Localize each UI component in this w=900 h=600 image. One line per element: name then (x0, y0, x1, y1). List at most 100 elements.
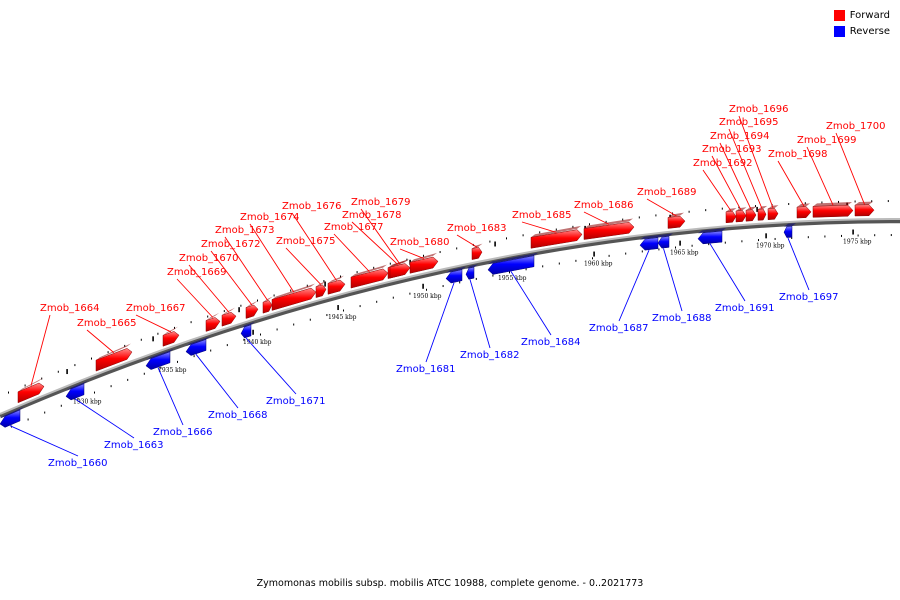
gene-glyph-zmob-1665[interactable] (95, 348, 133, 372)
gene-label-zmob-1680[interactable]: Zmob_1680 (390, 237, 450, 248)
gene-leader-line (195, 354, 239, 409)
minor-tick-mark (605, 220, 607, 223)
gene-glyph-zmob-1670[interactable] (221, 311, 237, 327)
gene-glyph-zmob-1668[interactable] (185, 339, 207, 356)
gene-label-zmob-1673[interactable]: Zmob_1673 (215, 225, 275, 236)
gene-leader-line (176, 278, 214, 318)
gene-glyph-zmob-1687[interactable] (639, 237, 659, 251)
gene-glyph-zmob-1685[interactable] (530, 229, 583, 249)
gene-label-zmob-1675[interactable]: Zmob_1675 (276, 236, 336, 247)
gene-glyph-zmob-1663[interactable] (65, 383, 85, 401)
gene-label-zmob-1692[interactable]: Zmob_1692 (693, 158, 753, 169)
gene-label-zmob-1684[interactable]: Zmob_1684 (521, 337, 581, 348)
gene-label-zmob-1693[interactable]: Zmob_1693 (702, 144, 762, 155)
gene-glyph-zmob-1672[interactable] (245, 304, 259, 319)
minor-tick-mark (675, 246, 676, 249)
gene-label-zmob-1660[interactable]: Zmob_1660 (48, 458, 108, 469)
gene-leader-line (9, 425, 79, 457)
gene-glyph-zmob-1696[interactable] (767, 208, 779, 220)
gene-glyph-zmob-1669[interactable] (205, 317, 221, 332)
gene-label-zmob-1688[interactable]: Zmob_1688 (652, 313, 712, 324)
gene-glyph-zmob-1691[interactable] (697, 230, 723, 245)
gene-glyph-zmob-1677[interactable] (350, 268, 389, 289)
gene-leader-line (787, 237, 810, 291)
gene-glyph-zmob-1666[interactable] (145, 351, 171, 370)
gene-label-zmob-1671[interactable]: Zmob_1671 (266, 396, 326, 407)
gene-leader-line (224, 236, 268, 301)
gene-glyph-zmob-1673[interactable] (262, 300, 273, 314)
gene-glyph-shade (736, 207, 747, 211)
gene-glyph-zmob-1694[interactable] (745, 209, 757, 222)
gene-glyph-zmob-1680[interactable] (409, 256, 439, 274)
gene-glyph-shade (446, 266, 466, 274)
gene-label-zmob-1683[interactable]: Zmob_1683 (447, 223, 507, 234)
gene-label-zmob-1698[interactable]: Zmob_1698 (768, 149, 828, 160)
minor-tick-mark (708, 243, 710, 246)
gene-glyph-zmob-1688[interactable] (657, 236, 670, 249)
gene-label-zmob-1664[interactable]: Zmob_1664 (40, 303, 100, 314)
gene-glyph-zmob-1699[interactable] (812, 204, 854, 218)
gene-label-zmob-1678[interactable]: Zmob_1678 (342, 210, 402, 221)
gene-label-zmob-1667[interactable]: Zmob_1667 (126, 303, 186, 314)
gene-glyph-shade (726, 207, 737, 212)
minor-tick-mark (758, 239, 759, 242)
gene-glyph-zmob-1679[interactable] (389, 263, 411, 279)
minor-tick-mark (24, 384, 26, 387)
minor-tick-mark (824, 235, 826, 238)
gene-glyph-zmob-1700[interactable] (854, 204, 875, 217)
gene-glyph-zmob-1683[interactable] (471, 246, 483, 260)
gene-label-zmob-1677[interactable]: Zmob_1677 (324, 222, 384, 233)
gene-glyph-zmob-1676[interactable] (327, 279, 346, 295)
gene-glyph-zmob-1684[interactable] (487, 255, 535, 275)
gene-glyph-zmob-1689[interactable] (667, 215, 686, 229)
gene-glyph-zmob-1695[interactable] (757, 208, 767, 221)
gene-label-zmob-1676[interactable]: Zmob_1676 (282, 201, 342, 212)
gene-label-zmob-1694[interactable]: Zmob_1694 (710, 131, 770, 142)
gene-label-zmob-1681[interactable]: Zmob_1681 (396, 364, 456, 375)
gene-label-zmob-1691[interactable]: Zmob_1691 (715, 303, 775, 314)
minor-tick-mark (522, 234, 524, 237)
gene-label-zmob-1669[interactable]: Zmob_1669 (167, 267, 227, 278)
gene-label-zmob-1679[interactable]: Zmob_1679 (351, 197, 411, 208)
gene-label-zmob-1670[interactable]: Zmob_1670 (179, 253, 239, 264)
gene-glyph-zmob-1681[interactable] (445, 269, 463, 284)
gene-leader-line (291, 212, 337, 281)
gene-label-zmob-1700[interactable]: Zmob_1700 (826, 121, 886, 132)
gene-glyph-zmob-1698[interactable] (796, 206, 812, 219)
gene-glyph-zmob-1660[interactable] (0, 409, 21, 428)
gene-label-zmob-1666[interactable]: Zmob_1666 (153, 427, 213, 438)
gene-label-zmob-1686[interactable]: Zmob_1686 (574, 200, 634, 211)
gene-label-zmob-1668[interactable]: Zmob_1668 (208, 410, 268, 421)
genome-backbone (0, 218, 900, 415)
gene-glyph-shade (584, 218, 633, 229)
gene-label-zmob-1672[interactable]: Zmob_1672 (201, 239, 261, 250)
gene-label-zmob-1689[interactable]: Zmob_1689 (637, 187, 697, 198)
gene-label-zmob-1699[interactable]: Zmob_1699 (797, 135, 857, 146)
gene-glyph-zmob-1674[interactable] (271, 287, 317, 311)
minor-tick-mark (442, 285, 444, 288)
minor-tick-mark (8, 391, 9, 394)
gene-label-zmob-1696[interactable]: Zmob_1696 (729, 104, 789, 115)
gene-glyph-zmob-1686[interactable] (583, 221, 635, 240)
gene-glyph-zmob-1667[interactable] (162, 331, 180, 347)
minor-tick-mark (290, 289, 292, 292)
gene-label-zmob-1682[interactable]: Zmob_1682 (460, 350, 520, 361)
gene-glyph-zmob-1692[interactable] (725, 210, 737, 224)
minor-tick-mark (558, 262, 560, 265)
gene-label-zmob-1687[interactable]: Zmob_1687 (589, 323, 649, 334)
gene-glyph-zmob-1682[interactable] (465, 266, 475, 280)
gene-glyph-zmob-1664[interactable] (17, 382, 45, 404)
gene-label-zmob-1695[interactable]: Zmob_1695 (719, 117, 779, 128)
minor-tick-mark (539, 231, 541, 234)
gene-glyph-zmob-1675[interactable] (315, 284, 327, 298)
gene-label-zmob-1697[interactable]: Zmob_1697 (779, 292, 839, 303)
gene-label-zmob-1665[interactable]: Zmob_1665 (77, 318, 137, 329)
gene-glyph-zmob-1693[interactable] (735, 210, 747, 223)
gene-glyph-zmob-1697[interactable] (783, 226, 793, 238)
minor-tick-mark (306, 284, 308, 287)
gene-glyph-zmob-1671[interactable] (240, 324, 252, 339)
gene-label-zmob-1674[interactable]: Zmob_1674 (240, 212, 300, 223)
gene-label-zmob-1663[interactable]: Zmob_1663 (104, 440, 164, 451)
gene-label-zmob-1685[interactable]: Zmob_1685 (512, 210, 572, 221)
minor-tick-mark (489, 240, 491, 243)
